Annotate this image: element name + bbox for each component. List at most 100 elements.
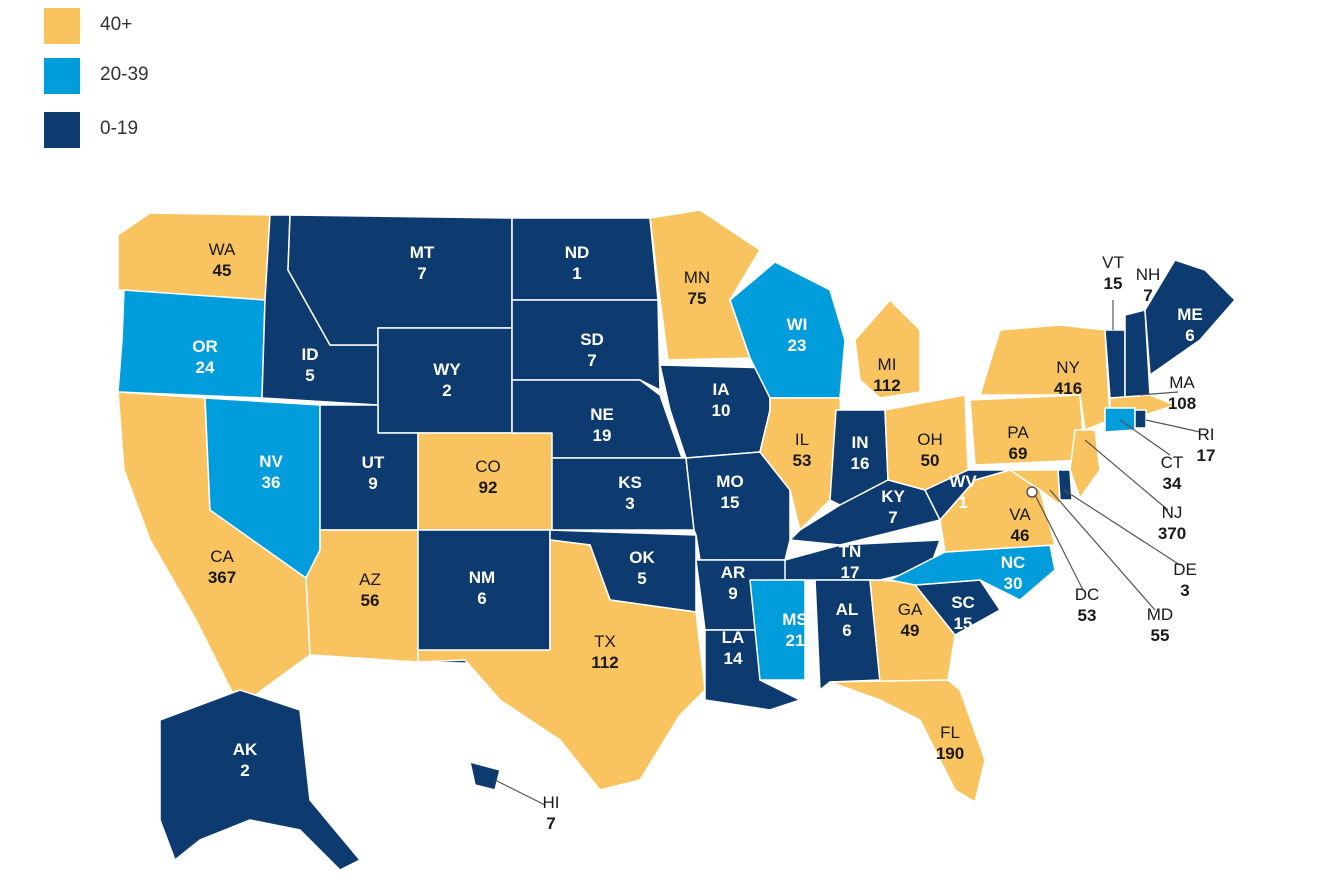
state-abbr-al: AL bbox=[836, 600, 859, 619]
state-value-la: 14 bbox=[724, 649, 743, 668]
state-shape-ny bbox=[979, 324, 1111, 431]
legend-swatch bbox=[44, 58, 80, 94]
callout-abbr-vt: VT bbox=[1102, 253, 1124, 272]
state-value-ia: 10 bbox=[712, 401, 731, 420]
state-abbr-fl: FL bbox=[940, 723, 960, 742]
callout-value-nj: 370 bbox=[1158, 524, 1186, 543]
state-value-mi: 112 bbox=[873, 376, 900, 395]
callout-value-hi: 7 bbox=[546, 814, 555, 833]
state-abbr-wy: WY bbox=[433, 360, 461, 379]
legend-item-40+: 40+ bbox=[44, 8, 204, 44]
legend-item-20-39: 20-39 bbox=[44, 58, 204, 94]
callout-value-nh: 7 bbox=[1143, 286, 1152, 305]
legend-swatch bbox=[44, 8, 80, 44]
callout-line-ri bbox=[1145, 419, 1201, 433]
state-abbr-va: VA bbox=[1009, 505, 1031, 524]
state-value-in: 16 bbox=[851, 454, 870, 473]
state-abbr-nd: ND bbox=[565, 243, 590, 262]
state-abbr-ne: NE bbox=[590, 405, 614, 424]
state-abbr-ut: UT bbox=[362, 453, 385, 472]
state-value-me: 6 bbox=[1185, 326, 1194, 345]
state-abbr-nm: NM bbox=[469, 568, 495, 587]
state-value-co: 92 bbox=[479, 478, 498, 497]
state-value-tx: 112 bbox=[591, 653, 618, 672]
state-abbr-ny: NY bbox=[1056, 358, 1080, 377]
state-abbr-tx: TX bbox=[594, 632, 616, 651]
state-abbr-nc: NC bbox=[1001, 553, 1026, 572]
state-value-pa: 69 bbox=[1009, 444, 1028, 463]
state-abbr-ia: IA bbox=[713, 380, 730, 399]
state-value-ne: 19 bbox=[593, 426, 612, 445]
state-value-al: 6 bbox=[842, 621, 851, 640]
state-value-ks: 3 bbox=[625, 494, 634, 513]
legend-label: 20-39 bbox=[100, 64, 149, 85]
state-value-wy: 2 bbox=[442, 381, 451, 400]
state-value-sd: 7 bbox=[587, 351, 596, 370]
state-abbr-sd: SD bbox=[580, 330, 604, 349]
legend-label: 0-19 bbox=[100, 118, 139, 139]
callout-line-ct bbox=[1119, 419, 1171, 456]
state-abbr-id: ID bbox=[302, 345, 319, 364]
state-abbr-ks: KS bbox=[618, 473, 642, 492]
state-abbr-pa: PA bbox=[1007, 423, 1029, 442]
state-value-nv: 36 bbox=[262, 473, 281, 492]
state-abbr-mo: MO bbox=[716, 472, 743, 491]
state-value-mo: 15 bbox=[721, 493, 740, 512]
state-abbr-nv: NV bbox=[259, 452, 283, 471]
state-value-wa: 45 bbox=[213, 261, 232, 280]
state-value-wv: 1 bbox=[958, 493, 967, 512]
callout-abbr-ri: RI bbox=[1198, 425, 1215, 444]
callout-abbr-hi: HI bbox=[543, 793, 560, 812]
states-layer bbox=[117, 209, 1236, 871]
state-value-tn: 17 bbox=[841, 563, 860, 582]
state-value-ut: 9 bbox=[368, 474, 377, 493]
state-abbr-ca: CA bbox=[210, 547, 234, 566]
legend-swatch bbox=[44, 112, 80, 148]
state-value-nc: 30 bbox=[1004, 574, 1023, 593]
state-abbr-mt: MT bbox=[410, 243, 435, 262]
callout-line-nj bbox=[1084, 439, 1169, 511]
callout-abbr-nj: NJ bbox=[1162, 503, 1183, 522]
callout-value-de: 3 bbox=[1180, 581, 1189, 600]
state-value-va: 46 bbox=[1011, 526, 1030, 545]
state-abbr-ms: MS bbox=[782, 610, 808, 629]
state-abbr-in: IN bbox=[852, 433, 869, 452]
state-abbr-oh: OH bbox=[917, 430, 943, 449]
state-value-ky: 7 bbox=[888, 508, 897, 527]
state-abbr-or: OR bbox=[192, 337, 218, 356]
state-shape-mi bbox=[854, 299, 921, 399]
callout-value-ct: 34 bbox=[1163, 474, 1182, 493]
state-value-ny: 416 bbox=[1054, 379, 1082, 398]
state-value-az: 56 bbox=[361, 591, 380, 610]
state-abbr-tn: TN bbox=[839, 542, 862, 561]
callout-line-hi bbox=[494, 779, 546, 806]
state-shape-ri bbox=[1134, 409, 1147, 429]
state-abbr-ar: AR bbox=[721, 563, 746, 582]
callout-value-md: 55 bbox=[1151, 626, 1170, 645]
callout-value-ri: 17 bbox=[1197, 446, 1216, 465]
state-value-nm: 6 bbox=[477, 589, 486, 608]
state-abbr-co: CO bbox=[475, 457, 501, 476]
state-shape-ms bbox=[749, 579, 806, 681]
callout-line-md bbox=[1049, 489, 1156, 611]
state-value-ar: 9 bbox=[728, 584, 737, 603]
state-shape-hi bbox=[469, 761, 501, 791]
callout-value-dc: 53 bbox=[1078, 606, 1097, 625]
callout-abbr-md: MD bbox=[1147, 605, 1173, 624]
state-abbr-ok: OK bbox=[629, 548, 655, 567]
dc-marker-icon bbox=[1026, 486, 1038, 498]
callout-abbr-ma: MA bbox=[1169, 373, 1195, 392]
state-value-ok: 5 bbox=[637, 569, 646, 588]
state-value-ca: 367 bbox=[208, 568, 236, 587]
state-abbr-ky: KY bbox=[881, 487, 905, 506]
state-shape-or bbox=[117, 289, 266, 399]
state-shape-sd bbox=[511, 299, 661, 391]
state-shape-tx bbox=[417, 539, 706, 791]
state-abbr-ak: AK bbox=[233, 740, 258, 759]
state-abbr-wi: WI bbox=[787, 315, 808, 334]
callout-abbr-ct: CT bbox=[1161, 453, 1184, 472]
callout-value-vt: 15 bbox=[1104, 274, 1123, 293]
state-abbr-ga: GA bbox=[898, 600, 923, 619]
